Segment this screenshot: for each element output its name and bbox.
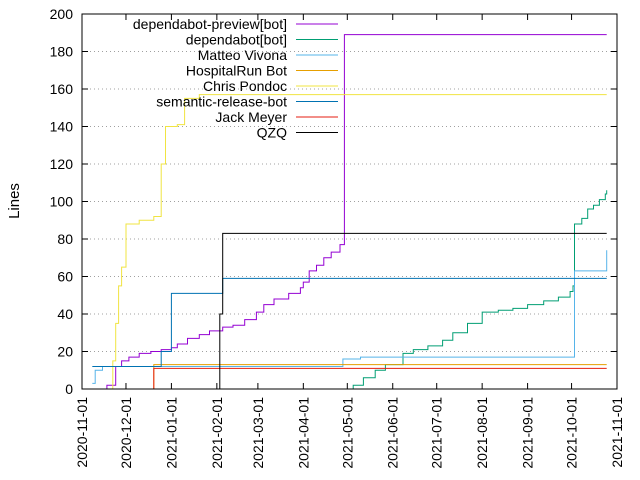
legend-label: Matteo Vivona [198, 47, 287, 63]
y-tick-label: 100 [50, 194, 74, 210]
series-line-4 [109, 94, 607, 390]
y-axis-label: Lines [6, 183, 23, 219]
y-tick-label: 0 [65, 381, 73, 397]
legend-label: dependabot[bot] [186, 32, 287, 48]
legend-label: Chris Pondoc [203, 78, 287, 94]
legend-label: semantic-release-bot [156, 94, 287, 110]
x-tick-label: 2021-01-01 [163, 397, 179, 469]
x-tick-label: 2021-07-01 [429, 397, 445, 469]
x-tick-label: 2021-06-01 [385, 397, 401, 469]
y-tick-label: 140 [50, 119, 74, 135]
legend-label: Jack Meyer [215, 109, 287, 125]
x-axis-ticks: 2020-11-01 2020-12-01 2021-01-01 2021-02-01… [74, 14, 625, 469]
series-line-5 [92, 277, 607, 367]
series-line-0 [95, 34, 607, 390]
series-line-6 [150, 367, 607, 390]
y-axis-ticks: 0 20 40 60 80 100 120 140 160 180 200 [50, 6, 617, 397]
legend-label: dependabot-preview[bot] [133, 16, 287, 32]
y-tick-label: 80 [57, 231, 73, 247]
x-tick-label: 2020-11-01 [74, 397, 90, 468]
legend-label: QZQ [257, 125, 287, 141]
x-tick-label: 2020-12-01 [118, 397, 134, 469]
x-tick-label: 2021-02-01 [209, 397, 225, 469]
x-tick-label: 2021-11-01 [609, 397, 625, 468]
y-tick-label: 160 [50, 81, 74, 97]
x-tick-label: 2021-10-01 [564, 397, 580, 469]
y-tick-label: 120 [50, 156, 74, 172]
series-line-2 [92, 250, 608, 384]
y-tick-label: 60 [57, 269, 73, 285]
series-layer [92, 34, 608, 390]
series-line-1 [342, 190, 608, 390]
x-tick-label: 2021-09-01 [520, 397, 536, 469]
x-tick-label: 2021-08-01 [474, 397, 490, 469]
x-tick-label: 2021-03-01 [250, 397, 266, 469]
y-tick-label: 180 [50, 44, 74, 60]
y-tick-label: 20 [57, 344, 73, 360]
x-tick-label: 2021-04-01 [295, 397, 311, 469]
series-line-7 [215, 232, 607, 390]
legend: dependabot-preview[bot]dependabot[bot]Ma… [133, 16, 338, 141]
y-tick-label: 40 [57, 306, 73, 322]
legend-label: HospitalRun Bot [186, 63, 287, 79]
y-tick-label: 200 [50, 6, 74, 22]
x-tick-label: 2021-05-01 [339, 397, 355, 469]
